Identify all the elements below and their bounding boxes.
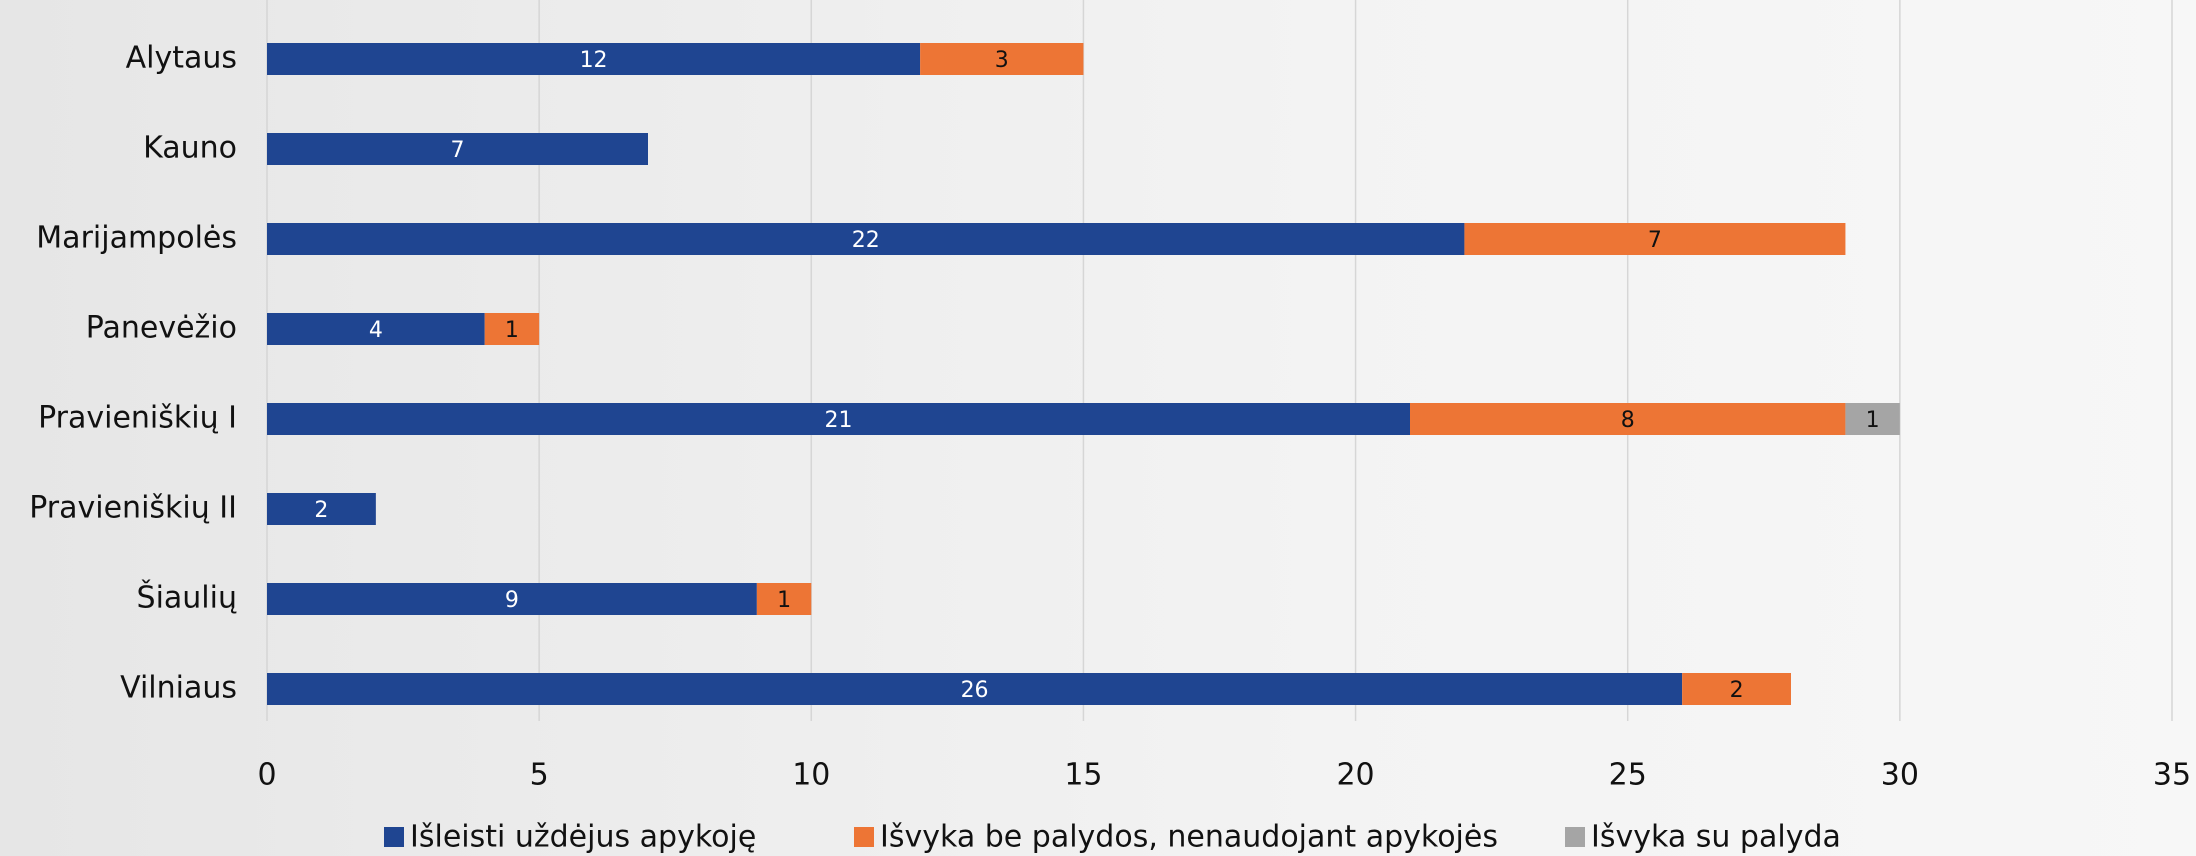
data-label: 12: [580, 48, 608, 73]
data-label: 1: [777, 588, 791, 613]
category-label: Pravieniškių I: [38, 401, 237, 436]
bar-segment: [1682, 673, 1791, 705]
category-label: Kauno: [143, 131, 237, 166]
bar-segment: [1845, 403, 1900, 435]
legend-label: Išvyka be palydos, nenaudojant apykojės: [880, 820, 1498, 855]
data-label: 22: [852, 228, 880, 253]
data-label: 9: [505, 588, 519, 613]
data-label: 1: [505, 318, 519, 343]
x-tick-label: 15: [1064, 758, 1102, 793]
x-tick-label: 20: [1336, 758, 1374, 793]
category-label: Panevėžio: [86, 311, 237, 346]
legend-swatch: [384, 827, 404, 847]
x-tick-label: 5: [530, 758, 549, 793]
bar-segment: [484, 313, 540, 345]
data-label: 1: [1866, 408, 1880, 433]
category-label: Pravieniškių II: [29, 491, 237, 526]
legend-label: Išvyka su palyda: [1591, 820, 1841, 855]
bar-segment: [267, 403, 1410, 435]
legend-swatch: [854, 827, 874, 847]
bar-segment: [920, 43, 1084, 75]
legend-label: Išleisti uždėjus apykoję: [410, 820, 756, 855]
data-label: 4: [369, 318, 383, 343]
bar-segment: [1410, 403, 1846, 435]
bar-segment: [267, 493, 376, 525]
x-tick-label: 25: [1609, 758, 1647, 793]
category-label: Vilniaus: [120, 671, 237, 706]
data-label: 7: [1648, 228, 1662, 253]
data-label: 2: [1730, 678, 1744, 703]
category-label: Marijampolės: [36, 221, 237, 256]
data-label: 2: [314, 498, 328, 523]
bar-segment: [756, 583, 812, 615]
bar-segment: [267, 223, 1465, 255]
bar-segment: [267, 43, 921, 75]
legend-swatch: [1565, 827, 1585, 847]
bar-segment: [267, 673, 1683, 705]
data-label: 26: [961, 678, 989, 703]
data-label: 7: [451, 138, 465, 163]
bar-segment: [267, 313, 485, 345]
category-label: Alytaus: [126, 41, 237, 76]
bar-segment: [267, 583, 757, 615]
data-label: 3: [995, 48, 1009, 73]
bar-segment: [1464, 223, 1846, 255]
x-tick-label: 10: [792, 758, 830, 793]
x-tick-label: 0: [257, 758, 276, 793]
data-label: 8: [1621, 408, 1635, 433]
x-tick-label: 30: [1881, 758, 1919, 793]
x-tick-label: 35: [2153, 758, 2191, 793]
category-label: Šiaulių: [137, 579, 237, 616]
data-label: 21: [825, 408, 853, 433]
bar-segment: [267, 133, 648, 165]
